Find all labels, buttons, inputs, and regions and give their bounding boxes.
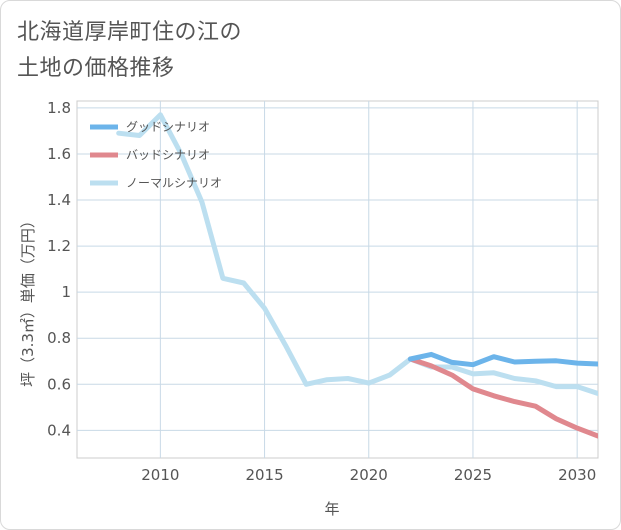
x-tick-label: 2015: [245, 466, 283, 484]
y-tick-label: 0.8: [47, 329, 71, 347]
x-tick-label: 2010: [141, 466, 179, 484]
y-tick-label: 0.4: [47, 421, 71, 439]
y-tick-label: 1.8: [47, 99, 71, 117]
x-tick-label: 2020: [350, 466, 388, 484]
legend-label: グッドシナリオ: [126, 120, 210, 134]
y-tick-label: 1: [61, 283, 71, 301]
legend-label: バッドシナリオ: [126, 148, 210, 162]
grid-lines: [77, 101, 598, 458]
series-lines: [116, 112, 598, 439]
x-tick-label: 2030: [558, 466, 596, 484]
legend-label: ノーマルシナリオ: [126, 176, 222, 190]
y-tick-label: 1.4: [47, 191, 71, 209]
y-tick-labels: 0.4 0.6 0.8 1 1.2 1.4 1.6 1.8: [47, 99, 71, 439]
y-tick-label: 1.2: [47, 237, 71, 255]
series-line-0: [407, 351, 598, 368]
x-tick-label: 2025: [454, 466, 492, 484]
x-tick-labels: 2010 2015 2020 2025 2030: [141, 466, 596, 484]
chart-title: 北海道厚岸町住の江の 土地の価格推移: [17, 15, 242, 87]
y-axis-title: 坪（3.3㎡）単価（万円）: [19, 213, 37, 387]
title-line-2: 土地の価格推移: [17, 56, 175, 81]
series-line-2: [116, 112, 598, 396]
x-axis-title: 年: [324, 500, 339, 518]
y-tick-label: 0.6: [47, 375, 71, 393]
series-line-1: [407, 356, 598, 439]
title-line-1: 北海道厚岸町住の江の: [17, 20, 243, 45]
y-tick-label: 1.6: [47, 145, 71, 163]
